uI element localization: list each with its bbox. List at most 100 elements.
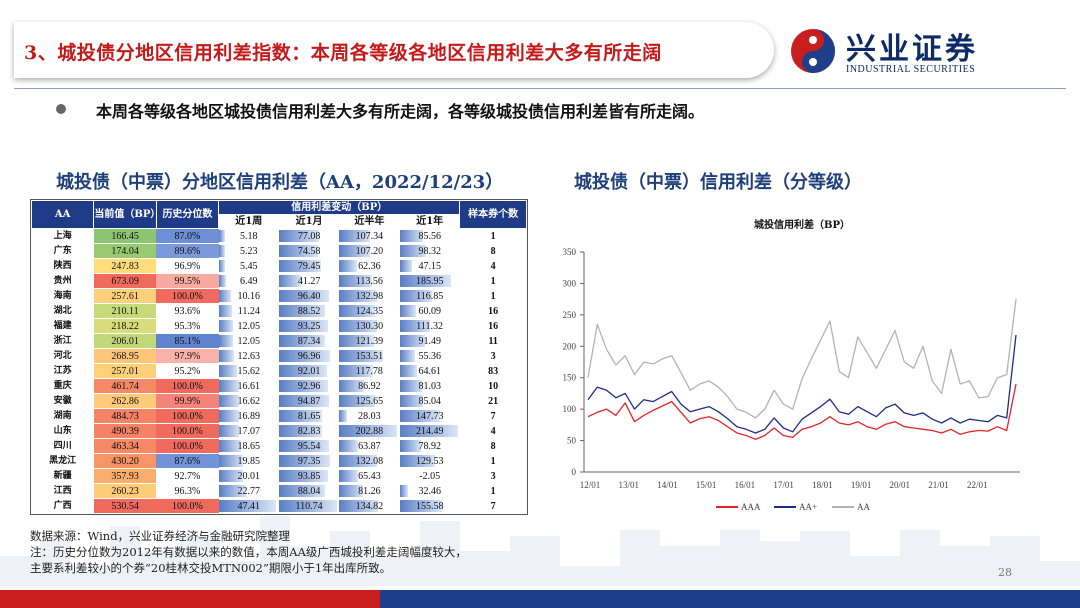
series-line-aa-plus [587,334,1017,434]
change-m1-cell: 95.54 [278,438,340,454]
current-cell: 262.86 [93,393,157,409]
change-value: 155.58 [415,500,444,512]
change-bar [278,260,321,272]
change-value: 202.88 [355,425,384,437]
sample-count-cell: 8 [459,243,527,259]
region-cell: 重庆 [31,378,94,394]
percentile-cell: 100.0% [156,408,219,424]
percentile-cell: 93.6% [156,303,219,319]
change-m1-cell: 93.25 [278,318,340,334]
change-m1-cell: 97.35 [278,453,340,469]
header-region: AA [30,200,95,229]
change-value: 19.85 [237,455,261,467]
change-m1-cell: 88.04 [278,483,340,499]
table-row: 河北 268.95 97.9% 12.63 96.96 153.51 55.36 3 [31,348,527,364]
footer-bar-blue [380,590,1080,608]
change-bar [218,500,276,512]
change-y1-cell: 214.49 [399,423,460,439]
current-cell: 490.39 [93,423,157,439]
x-tick-label: 13/01 [618,480,639,490]
sample-count-cell: 1 [459,228,527,244]
region-cell: 广东 [31,243,94,259]
change-bar [218,320,234,332]
change-bar [399,245,427,257]
change-h1-cell: 132.98 [339,288,400,304]
change-value: 16.61 [237,380,261,392]
change-value: 85.56 [418,230,441,242]
change-value: 113.56 [355,275,383,287]
y-tick-label: 150 [563,373,577,383]
change-y1-cell: 32.46 [399,483,460,499]
change-bar [339,395,376,407]
change-h1-cell: 113.56 [339,273,400,289]
change-bar [339,335,375,347]
table-row: 海南 257.61 100.0% 10.16 96.40 132.98 116.85 1 [31,288,527,304]
change-value: 153.51 [355,350,384,362]
change-bar [278,245,319,257]
change-bar [399,320,431,332]
header-current: 当前值（BP） [93,200,160,229]
change-bar [339,245,370,257]
change-w1-cell: 47.41 [218,498,279,514]
change-y1-cell: 81.03 [399,378,460,394]
sample-count-cell: 1 [459,453,527,469]
change-w1-cell: 5.18 [218,228,279,244]
change-w1-cell: 16.89 [218,408,279,424]
table-row: 广东 174.04 89.6% 5.23 74.58 107.20 98.32 8 [31,243,527,259]
change-m1-cell: 93.85 [278,468,340,484]
change-w1-cell: 12.63 [218,348,279,364]
percentile-cell: 96.3% [156,483,219,499]
percentile-cell: 100.0% [156,288,219,304]
change-value: 185.95 [415,275,444,287]
change-value: 95.54 [297,440,321,452]
change-w1-cell: 11.24 [218,303,279,319]
change-y1-cell: 129.53 [399,453,460,469]
change-value: 47.15 [418,260,441,272]
change-value: 77.08 [297,230,321,242]
change-h1-cell: 125.65 [339,393,400,409]
change-m1-cell: 79.45 [278,258,340,274]
change-bar [218,230,225,242]
percentile-cell: 100.0% [156,423,219,439]
region-cell: 江西 [31,483,94,499]
change-value: 107.20 [355,245,384,257]
y-tick-label: 0 [572,467,577,477]
change-bar [218,365,238,377]
change-value: 116.85 [416,290,444,302]
region-cell: 黑龙江 [31,453,94,469]
x-tick-label: 18/01 [812,480,833,490]
region-cell: 海南 [31,288,94,304]
change-y1-cell: 85.04 [399,393,460,409]
change-m1-cell: 88.52 [278,303,340,319]
change-value: 12.05 [237,335,261,347]
logo-chinese-name: 兴业证券 [846,32,978,67]
change-value: 32.46 [418,485,441,497]
header-change: 信用利差变动（BP） [218,200,461,215]
change-value: 81.26 [358,485,381,497]
change-y1-cell: 185.95 [399,273,460,289]
x-tick-label: 19/01 [851,480,872,490]
spread-line-chart: 城投信用利差（BP） 0 50 100 150 200 250 300 350 12/01 13/0… [548,200,1038,530]
table-row: 新疆 357.93 92.7% 20.01 93.85 65.43 -2.05 3 [31,468,527,484]
change-value: 124.35 [355,305,384,317]
series-line-aa [587,299,1017,419]
y-tick-label: 200 [563,341,577,351]
source-line-2: 注：历史分位数为2012年有数据以来的数值，本周AA级广西城投利差走阔幅度较大， [30,545,467,559]
table-row: 安徽 262.86 99.9% 16.62 94.87 125.65 85.04 21 [31,393,527,409]
change-w1-cell: 5.23 [218,243,279,259]
change-bar [218,455,243,467]
change-y1-cell: 116.85 [399,288,460,304]
change-value: 64.61 [418,365,441,377]
x-tick-label: 21/01 [928,480,949,490]
table-row: 福建 218.22 95.3% 12.05 93.25 130.30 111.32 16 [31,318,527,334]
change-value: 10.16 [237,290,261,302]
change-w1-cell: 20.01 [218,468,279,484]
sample-count-cell: 7 [459,498,527,514]
change-bar [339,410,348,422]
series-line-aaa [587,383,1017,440]
company-logo: 兴业证券 INDUSTRIAL SECURITIES [786,22,1066,80]
change-bar [399,410,441,422]
change-value: 18.65 [237,440,261,452]
change-value: 86.92 [358,380,381,392]
table-row: 湖北 210.11 93.6% 11.24 88.52 124.35 60.09 16 [31,303,527,319]
